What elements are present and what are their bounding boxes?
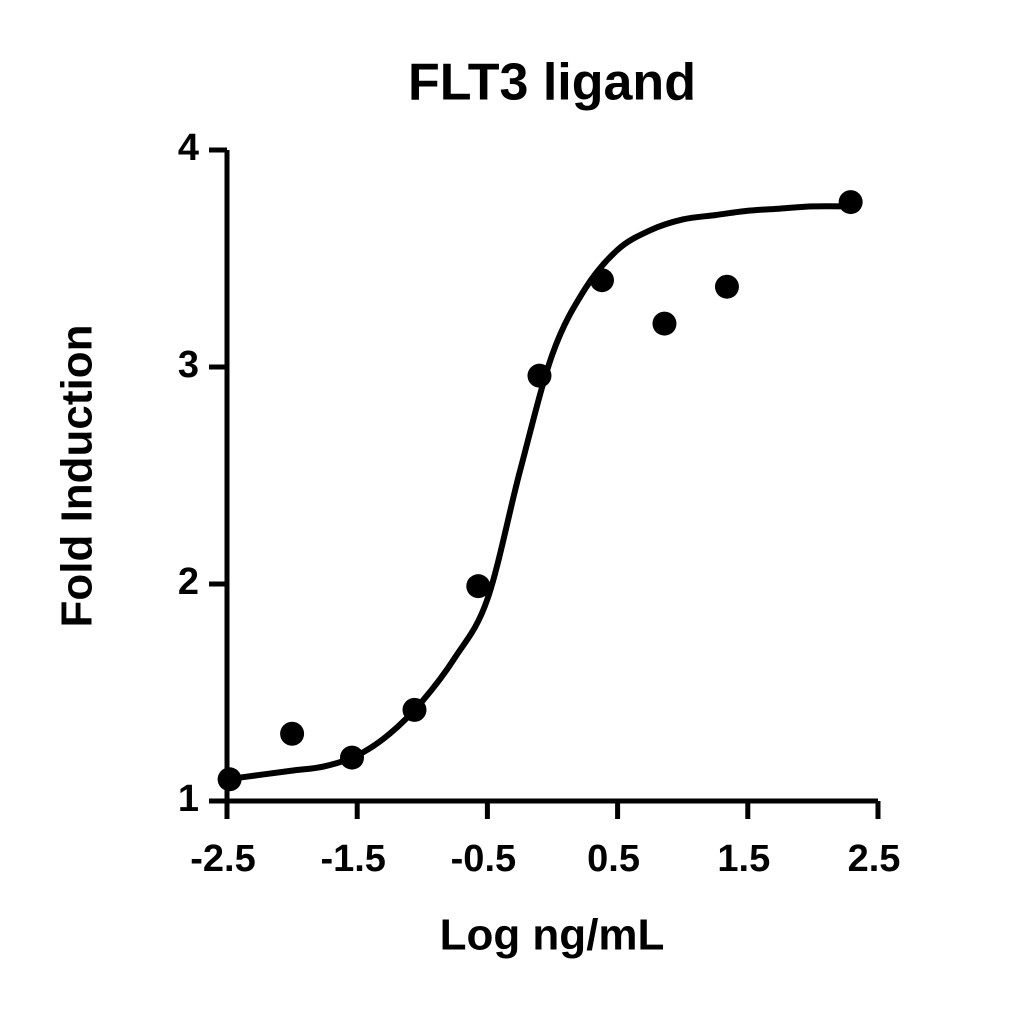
y-tick-label: 1 — [178, 778, 199, 820]
x-tick-label: -1.5 — [320, 838, 385, 880]
data-point — [652, 311, 677, 336]
y-axis-label: Fold Induction — [53, 324, 102, 627]
x-axis-label: Log ng/mL — [440, 911, 665, 960]
y-tick-label: 4 — [178, 127, 199, 169]
x-tick-label: 2.5 — [848, 838, 901, 880]
data-point — [838, 190, 863, 215]
x-tick-label: 0.5 — [587, 838, 640, 880]
data-point — [466, 574, 491, 599]
x-tick-label: 1.5 — [717, 838, 770, 880]
data-point — [714, 274, 739, 299]
x-tick-label: -0.5 — [451, 838, 516, 880]
y-tick-label: 3 — [178, 344, 199, 386]
fit-curve — [226, 203, 852, 783]
chart-title: FLT3 ligand — [408, 54, 696, 112]
y-tick-label: 2 — [178, 561, 199, 603]
x-tick-label: -2.5 — [190, 838, 255, 880]
data-point — [280, 721, 305, 746]
